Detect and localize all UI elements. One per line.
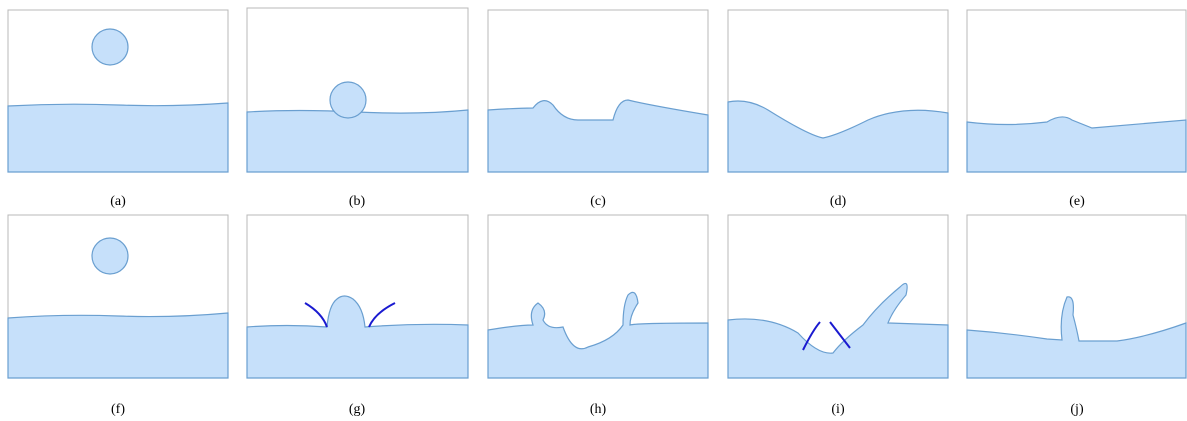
caption: (b) xyxy=(349,194,366,209)
panel-i xyxy=(728,215,948,378)
panel-e xyxy=(967,10,1186,172)
panel-g xyxy=(247,215,468,378)
panel-a xyxy=(8,10,228,172)
panel-c xyxy=(488,10,708,172)
caption: (c) xyxy=(590,194,606,209)
caption: (a) xyxy=(110,194,126,209)
caption: (f) xyxy=(111,402,125,417)
figure: (a) (b) (c) (d) (e) (f) (g) (h) (i) (j) xyxy=(0,0,1187,421)
caption: (g) xyxy=(349,402,366,417)
caption: (d) xyxy=(830,194,847,209)
caption: (e) xyxy=(1069,194,1085,209)
panel-f xyxy=(8,215,228,378)
caption: (h) xyxy=(590,402,607,417)
panel-j xyxy=(967,215,1186,378)
caption: (i) xyxy=(831,402,845,417)
panel-h xyxy=(488,215,708,378)
panel-d xyxy=(728,10,948,172)
caption: (j) xyxy=(1070,402,1084,417)
panel-b xyxy=(247,8,468,172)
